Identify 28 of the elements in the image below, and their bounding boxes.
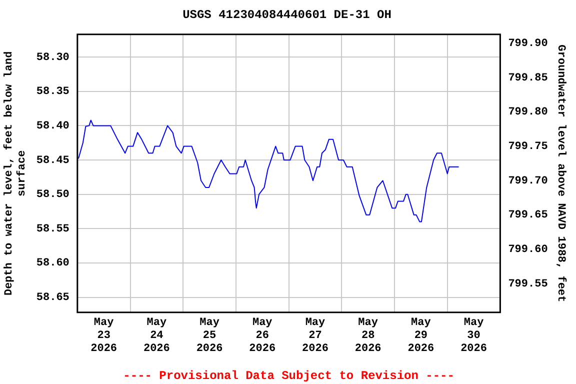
y2-tick-label: 799.65 bbox=[508, 210, 548, 222]
y2-tick-label: 799.80 bbox=[508, 106, 548, 119]
x-tick-label: May 25 2026 bbox=[196, 316, 223, 356]
y2-axis-title: Groundwater level above NAVD 1988, feet bbox=[554, 44, 568, 302]
x-tick-label: May 26 2026 bbox=[249, 316, 276, 356]
y2-tick-label: 799.55 bbox=[508, 278, 548, 290]
x-tick-label: May 27 2026 bbox=[302, 316, 328, 356]
y-tick-label: 58.60 bbox=[36, 258, 70, 270]
y-tick-label: 58.55 bbox=[36, 223, 70, 236]
y-axis-title: Depth to water level, feet below land surface bbox=[2, 51, 29, 296]
y-tick-label: 58.30 bbox=[36, 52, 70, 64]
y-tick-label: 58.65 bbox=[36, 292, 70, 304]
y2-tick-label: 799.60 bbox=[508, 244, 548, 256]
y2-tick-label: 799.85 bbox=[508, 72, 548, 84]
y2-tick-label: 799.90 bbox=[508, 38, 548, 50]
x-tick-label: May 24 2026 bbox=[143, 316, 170, 356]
y2-tick-label: 799.75 bbox=[508, 141, 548, 154]
y-tick-label: 58.45 bbox=[36, 154, 70, 167]
x-tick-label: May 30 2026 bbox=[460, 316, 487, 356]
y-tick-label: 58.40 bbox=[36, 120, 70, 132]
y-tick-label: 58.50 bbox=[36, 189, 70, 202]
text: ---- Provisional Data Subject to Revision ---- bbox=[123, 369, 454, 384]
x-tick-label: May 29 2026 bbox=[408, 316, 434, 356]
x-tick-label: May 28 2026 bbox=[354, 316, 382, 356]
y2-tick-label: 799.70 bbox=[508, 175, 548, 188]
y-tick-label: 58.35 bbox=[36, 86, 70, 98]
x-tick-label: May 23 2026 bbox=[90, 316, 118, 356]
chart-title: USGS 412304084440601 DE-31 OH bbox=[182, 8, 392, 22]
